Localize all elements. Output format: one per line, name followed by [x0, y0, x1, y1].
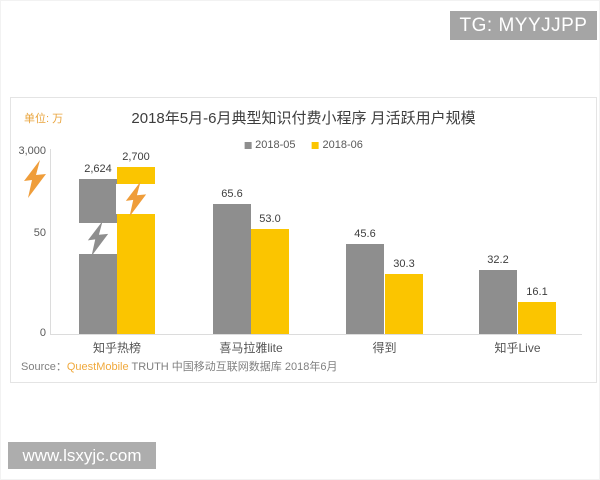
axis-break-bolt-icon — [22, 160, 48, 203]
y-tick-3000: 3,000 — [18, 145, 46, 157]
legend: 2018-05 2018-06 — [244, 139, 363, 151]
category-label-知乎热榜: 知乎热榜 — [92, 341, 141, 355]
category-label-知乎Live: 知乎Live — [494, 341, 541, 355]
bar-break-gap — [78, 220, 118, 257]
bar-2018-05-知乎热榜 — [78, 179, 118, 334]
legend-item-2018-06: 2018-06 — [311, 139, 363, 151]
bar-2018-06-喜马拉雅lite — [251, 229, 289, 334]
value-label: 32.2 — [487, 254, 509, 266]
legend-label: 2018-05 — [255, 139, 296, 151]
y-axis-line — [50, 149, 51, 334]
value-label: 53.0 — [259, 213, 281, 225]
source-prefix: Source： — [21, 361, 67, 373]
source-rest: TRUTH 中国移动互联网数据库 2018年6月 — [128, 361, 338, 373]
bar-2018-06-得到 — [385, 274, 423, 334]
bar-2018-06-知乎热榜 — [116, 167, 156, 334]
bar-2018-05-得到 — [346, 244, 384, 334]
legend-item-2018-05: 2018-05 — [244, 139, 296, 151]
chart-card: 单位: 万 2018年5月-6月典型知识付费小程序 月活跃用户规模 2018-0… — [10, 97, 597, 383]
category-label-得到: 得到 — [372, 341, 397, 355]
x-axis-line — [50, 334, 582, 335]
tg-contact-badge: TG: MYYJJPP — [450, 11, 597, 40]
value-label: 2,700 — [122, 151, 150, 163]
bar-2018-05-喜马拉雅lite — [213, 204, 251, 334]
category-label-喜马拉雅lite: 喜马拉雅lite — [219, 341, 283, 355]
chart-title: 2018年5月-6月典型知识付费小程序 月活跃用户规模 — [131, 110, 476, 127]
bar-2018-06-知乎Live — [518, 302, 556, 334]
y-tick-50: 50 — [33, 227, 46, 239]
value-label: 65.6 — [221, 188, 243, 200]
value-label: 2,624 — [84, 163, 112, 175]
source-line: Source：QuestMobile TRUTH 中国移动互联网数据库 2018… — [21, 358, 337, 374]
value-label: 30.3 — [393, 258, 415, 270]
unit-label: 单位: 万 — [24, 113, 64, 125]
legend-label: 2018-06 — [322, 139, 363, 151]
watermark-badge: www.lsxyjc.com — [8, 442, 156, 469]
bar-break-gap — [116, 181, 156, 217]
source-brand: QuestMobile — [66, 361, 129, 373]
bar-2018-05-知乎Live — [479, 270, 517, 334]
legend-swatch-gray — [244, 141, 252, 149]
value-label: 45.6 — [354, 228, 376, 240]
y-tick-0: 0 — [39, 327, 46, 339]
break-bolt-icon — [87, 220, 109, 257]
break-bolt-icon — [125, 181, 147, 217]
legend-swatch-yellow — [311, 141, 319, 149]
value-label: 16.1 — [526, 286, 548, 298]
